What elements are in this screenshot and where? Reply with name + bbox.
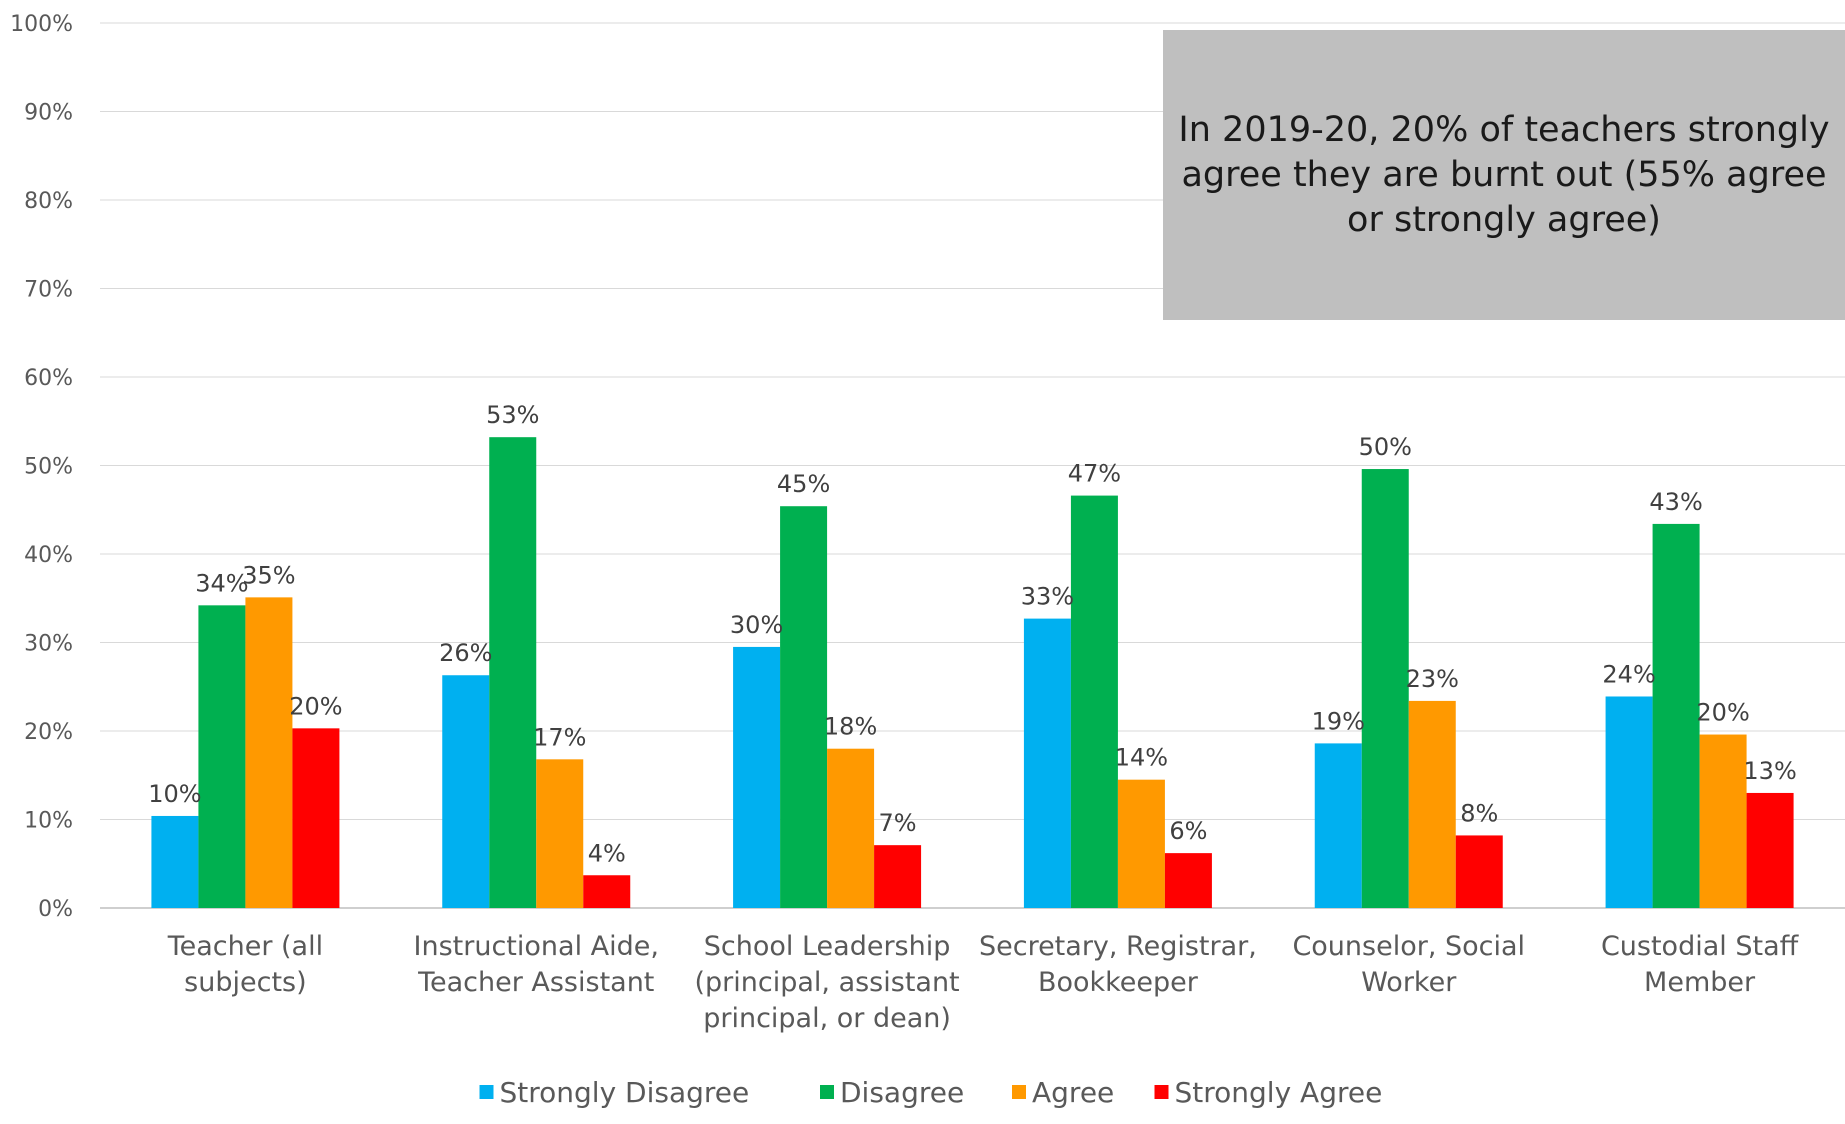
data-labels: 10% 34%35% 20% 26% 53% 17% 4% 30% 45% 18% 7% 33% 47%… <box>148 401 1797 867</box>
bar <box>198 605 246 908</box>
x-category-line: School Leadership <box>704 931 951 962</box>
data-label: 33% <box>1021 583 1074 611</box>
data-label: 6% <box>1169 817 1207 845</box>
bar <box>874 845 922 908</box>
x-category-line: Member <box>1644 967 1756 998</box>
x-category-line: (principal, assistant <box>694 967 959 998</box>
x-category-label: Custodial Staff Member <box>1601 931 1800 998</box>
bar <box>151 815 199 908</box>
legend-swatch <box>1154 1085 1169 1099</box>
x-category-label: School Leadership (principal, assistant pr… <box>694 931 959 1034</box>
x-category-label: Secretary, Registrar, Bookkeeper <box>979 931 1257 998</box>
bar <box>583 875 631 908</box>
data-label: 23% <box>1406 665 1459 693</box>
bar <box>1699 734 1747 908</box>
data-label: 24% <box>1602 660 1655 688</box>
y-tick-label: 80% <box>24 189 73 214</box>
bar <box>442 675 490 908</box>
data-label: 14% <box>1115 744 1168 772</box>
x-category-line: Worker <box>1361 967 1457 998</box>
x-axis-categories: Teacher (all subjects) Instructional Aide,… <box>167 931 1800 1034</box>
y-tick-label: 50% <box>24 455 73 480</box>
y-tick-label: 20% <box>24 720 73 745</box>
bar <box>827 748 875 908</box>
data-label: 20% <box>1696 699 1749 727</box>
legend-label: Disagree <box>840 1076 964 1109</box>
data-label: 13% <box>1743 757 1796 785</box>
y-tick-label: 100% <box>10 12 73 37</box>
bar <box>1652 523 1700 908</box>
y-tick-label: 70% <box>24 278 73 303</box>
x-category-line: Secretary, Registrar, <box>979 931 1257 962</box>
data-label: 10% <box>148 780 201 808</box>
data-label: 50% <box>1359 433 1412 461</box>
data-label: 34% <box>195 569 248 597</box>
x-category-line: Custodial Staff <box>1601 931 1800 962</box>
x-category-line: Bookkeeper <box>1038 967 1199 998</box>
bar <box>292 728 340 908</box>
legend-swatch <box>479 1085 494 1099</box>
bar <box>1070 495 1118 908</box>
bar <box>536 759 584 908</box>
data-label: 20% <box>289 692 342 720</box>
data-label: 4% <box>588 839 626 867</box>
annotation-text: In 2019-20, 20% of teachers strongly agr… <box>1178 109 1830 240</box>
data-label: 26% <box>439 639 492 667</box>
bars <box>151 437 1794 908</box>
data-label: 43% <box>1649 488 1702 516</box>
y-tick-label: 0% <box>38 897 73 922</box>
data-label: 7% <box>879 809 917 837</box>
data-label: 30% <box>730 611 783 639</box>
annotation-callout: In 2019-20, 20% of teachers strongly agr… <box>1163 30 1845 320</box>
y-tick-label: 30% <box>24 632 73 657</box>
legend-label: Agree <box>1032 1076 1114 1109</box>
bar <box>1023 618 1071 908</box>
x-category-label: Instructional Aide, Teacher Assistant <box>414 931 659 998</box>
y-tick-label: 40% <box>24 543 73 568</box>
bar <box>1314 743 1362 908</box>
legend-item: Strongly Disagree <box>479 1076 750 1109</box>
y-tick-label: 60% <box>24 366 73 391</box>
x-category-line: Instructional Aide, <box>414 931 659 962</box>
data-label: 35% <box>242 561 295 589</box>
x-category-line: Counselor, Social <box>1292 931 1525 962</box>
x-category-line: Teacher (all <box>167 931 323 962</box>
data-label: 53% <box>486 401 539 429</box>
data-label: 17% <box>533 723 586 751</box>
legend-swatch <box>1012 1085 1026 1099</box>
bar <box>1408 700 1456 908</box>
x-category-line: subjects) <box>184 967 306 998</box>
x-category-line: principal, or dean) <box>703 1003 951 1034</box>
legend-label: Strongly Disagree <box>500 1076 750 1109</box>
data-label: 47% <box>1068 460 1121 488</box>
x-category-label: Counselor, Social Worker <box>1292 931 1525 998</box>
x-category-line: Teacher Assistant <box>417 967 654 998</box>
bar <box>245 597 293 908</box>
data-label: 18% <box>824 713 877 741</box>
bar <box>1117 779 1165 908</box>
bar <box>1361 469 1409 908</box>
bar <box>1455 835 1503 908</box>
legend-item: Disagree <box>820 1076 964 1109</box>
legend-label: Strongly Agree <box>1175 1076 1383 1109</box>
legend-item: Strongly Agree <box>1154 1076 1383 1109</box>
bar <box>489 437 537 908</box>
bar <box>780 506 828 908</box>
bar <box>733 646 781 908</box>
y-tick-label: 10% <box>24 809 73 834</box>
legend-swatch <box>820 1085 834 1099</box>
data-label: 19% <box>1312 707 1365 735</box>
bar <box>1746 792 1794 908</box>
x-category-label: Teacher (all subjects) <box>167 931 323 998</box>
data-label: 45% <box>777 470 830 498</box>
y-axis-ticks: 0% 10% 20% 30% 40% 50% 60% 70% 80% 90% 100% <box>10 12 73 922</box>
bar <box>1164 853 1212 908</box>
y-tick-label: 90% <box>24 101 73 126</box>
legend: Strongly Disagree Disagree Agree Strongly A… <box>479 1076 1383 1109</box>
bar <box>1605 696 1653 908</box>
legend-item: Agree <box>1012 1076 1114 1109</box>
data-label: 8% <box>1460 799 1498 827</box>
